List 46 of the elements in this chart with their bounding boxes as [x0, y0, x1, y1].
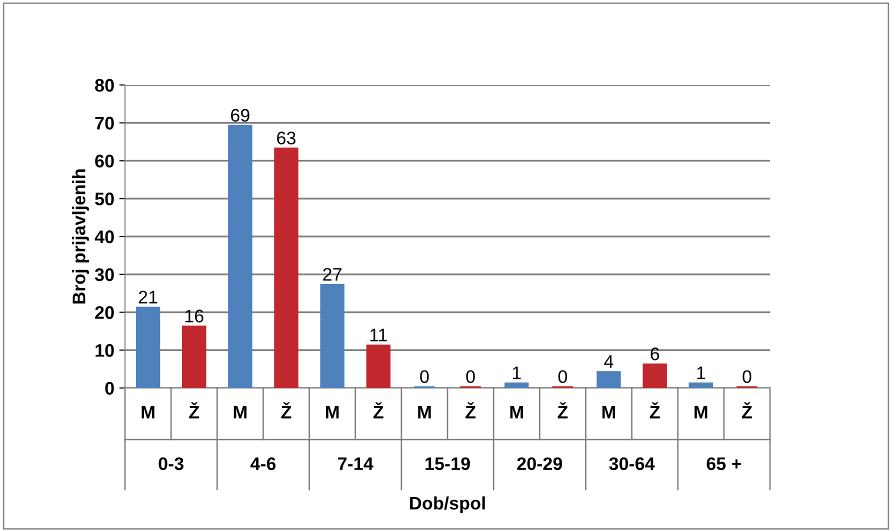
- text: M: [234, 406, 246, 418]
- data-label: 0: [742, 370, 752, 384]
- text: M: [418, 406, 431, 418]
- data-label: 11: [370, 328, 387, 342]
- y-tick-label: 70: [95, 116, 114, 130]
- y-tick-label: 10: [96, 344, 114, 357]
- y-tick-label: 0: [105, 382, 114, 395]
- data-label: 69: [231, 108, 250, 122]
- text: M: [694, 406, 708, 418]
- data-label: 0: [466, 370, 475, 384]
- data-label: 0: [420, 370, 429, 384]
- data-label: 0: [558, 370, 567, 384]
- text: M: [602, 406, 616, 418]
- text: Ž: [373, 402, 384, 418]
- data-label: 27: [323, 268, 342, 281]
- data-label: 21: [138, 290, 158, 304]
- text: Ž: [742, 402, 752, 418]
- text: Ž: [466, 402, 476, 418]
- text: Ž: [558, 402, 568, 418]
- text: M: [326, 406, 339, 418]
- x-tick-label: 0-3: [158, 457, 184, 470]
- data-label: 1: [512, 366, 521, 380]
- series-label: M: [142, 406, 154, 418]
- y-tick-label: 80: [95, 78, 114, 92]
- x-tick-label: 30-64: [609, 457, 655, 470]
- data-label: 1: [697, 366, 706, 380]
- text: Ž: [650, 402, 660, 418]
- y-tick-label: 30: [94, 268, 114, 282]
- data-label: 16: [185, 310, 204, 322]
- x-axis-title: Dob/spol: [410, 496, 485, 514]
- series-label: Ž: [189, 402, 200, 418]
- y-tick-label: 40: [94, 230, 114, 244]
- x-tick-label: 20-29: [517, 457, 562, 470]
- y-axis-title: Broj prijavljenih: [72, 169, 89, 304]
- text: M: [510, 406, 523, 418]
- data-label: 63: [277, 132, 296, 144]
- data-label: 4: [604, 355, 614, 368]
- y-tick-label: 20: [95, 306, 114, 319]
- x-tick-label: 65 +: [706, 457, 742, 470]
- x-tick-label: 4-6: [250, 457, 276, 470]
- x-tick-label: 15-19: [426, 457, 470, 470]
- y-tick-label: 50: [95, 192, 114, 206]
- text: Ž: [281, 402, 292, 418]
- y-tick-label: 60: [95, 154, 114, 168]
- data-label: 6: [650, 348, 660, 360]
- x-tick-label: 7-14: [338, 458, 374, 470]
